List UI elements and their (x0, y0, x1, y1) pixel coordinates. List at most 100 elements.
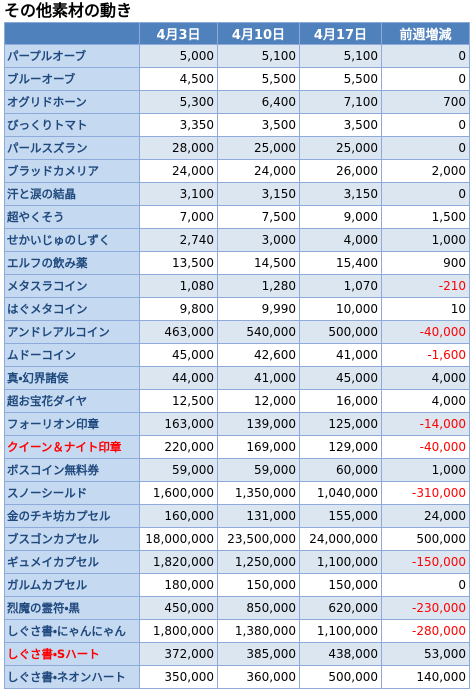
value-cell: 500,000 (381, 527, 470, 551)
value-cell: 1,280 (217, 274, 300, 298)
title: その他素材の動き (4, 1, 133, 20)
value-cell: 0 (381, 113, 470, 137)
value-cell: -40,000 (381, 320, 470, 344)
value-cell: 2,000 (381, 159, 470, 183)
value-cell: 129,000 (299, 435, 382, 459)
value-cell: 25,000 (299, 136, 382, 160)
item-name: はぐメタコイン (4, 297, 140, 321)
table-row: しぐさ書・にゃんにゃん 1,800,000 1,380,000 1,100,000 -2… (4, 619, 470, 643)
item-name: ボスコイン無料券 (4, 458, 140, 482)
item-name: ブスゴンカプセル (4, 527, 140, 551)
value-cell: 0 (381, 67, 470, 91)
item-name: 真・幻界諸侯 (4, 366, 140, 390)
item-name: ギュメイカプセル (4, 550, 140, 574)
value-cell: 1,040,000 (299, 481, 382, 505)
value-cell: 9,990 (217, 297, 300, 321)
item-name: クイーン＆ナイト印章 (4, 435, 140, 459)
value-cell: 7,000 (139, 205, 218, 229)
item-name: ガルムカプセル (4, 573, 140, 597)
value-cell: 28,000 (139, 136, 218, 160)
value-cell: 10 (381, 297, 470, 321)
item-name: 烈魔の霊符・黒 (4, 596, 140, 620)
value-cell: -210 (381, 274, 470, 298)
item-name: スノーシールド (4, 481, 140, 505)
table-row: スノーシールド 1,600,000 1,350,000 1,040,000 -310,0… (4, 481, 470, 505)
table-row: 金のチキ坊カプセル 160,000 131,000 155,000 24,000 (4, 504, 470, 528)
value-cell: 53,000 (381, 642, 470, 666)
value-cell: 0 (381, 44, 470, 68)
item-name: 金のチキ坊カプセル (4, 504, 140, 528)
value-cell: 3,350 (139, 113, 218, 137)
value-cell: 1,380,000 (217, 619, 300, 643)
value-cell: 1,800,000 (139, 619, 218, 643)
value-cell: 7,500 (217, 205, 300, 229)
value-cell: 350,000 (139, 665, 218, 689)
table-row: ボスコイン無料券 59,000 59,000 60,000 1,000 (4, 458, 470, 482)
value-cell: 4,500 (139, 67, 218, 91)
item-name: パールスズラン (4, 136, 140, 160)
value-cell: -310,000 (381, 481, 470, 505)
column-header: 4月3日 (139, 22, 218, 45)
table-row: はぐメタコイン 9,800 9,990 10,000 10 (4, 297, 470, 321)
value-cell: 2,740 (139, 228, 218, 252)
value-cell: 9,800 (139, 297, 218, 321)
value-cell: 169,000 (217, 435, 300, 459)
value-cell: 4,000 (299, 228, 382, 252)
value-cell: 24,000,000 (299, 527, 382, 551)
item-name: 超やくそう (4, 205, 140, 229)
value-cell: 41,000 (299, 343, 382, 367)
table-row: エルフの飲み薬 13,500 14,500 15,400 900 (4, 251, 470, 275)
item-name: びっくりトマト (4, 113, 140, 137)
value-cell: 700 (381, 90, 470, 114)
table-row: ギュメイカプセル 1,820,000 1,250,000 1,100,000 -150,… (4, 550, 470, 574)
value-cell: -280,000 (381, 619, 470, 643)
value-cell: 1,100,000 (299, 550, 382, 574)
table-row: しぐさ書・Sハート 372,000 385,000 438,000 53,000 (4, 642, 470, 666)
value-cell: 140,000 (381, 665, 470, 689)
value-cell: 360,000 (217, 665, 300, 689)
item-name: しぐさ書・にゃんにゃん (4, 619, 140, 643)
table-row: 烈魔の霊符・黒 450,000 850,000 620,000 -230,000 (4, 596, 470, 620)
item-name: ブルーオーブ (4, 67, 140, 91)
value-cell: 1,100,000 (299, 619, 382, 643)
value-cell: -150,000 (381, 550, 470, 574)
value-cell: 14,500 (217, 251, 300, 275)
value-cell: 180,000 (139, 573, 218, 597)
value-cell: 1,250,000 (217, 550, 300, 574)
table-body: パープルオーブ 5,000 5,100 5,100 0 ブルーオーブ 4,500 5,500 5… (4, 44, 470, 689)
value-cell: 18,000,000 (139, 527, 218, 551)
value-cell: 45,000 (139, 343, 218, 367)
item-name: オグリドホーン (4, 90, 140, 114)
value-cell: 41,000 (217, 366, 300, 390)
value-cell: 24,000 (381, 504, 470, 528)
column-header: 4月10日 (217, 22, 300, 45)
table-row: 超お宝花ダイヤ 12,500 12,000 16,000 4,000 (4, 389, 470, 413)
value-cell: 10,000 (299, 297, 382, 321)
value-cell: 3,500 (217, 113, 300, 137)
value-cell: 438,000 (299, 642, 382, 666)
header-row: 4月3日 4月10日 4月17日 前週増減 (4, 22, 470, 45)
value-cell: 24,000 (139, 159, 218, 183)
value-cell: 620,000 (299, 596, 382, 620)
value-cell: 59,000 (217, 458, 300, 482)
value-cell: 5,300 (139, 90, 218, 114)
value-cell: 1,600,000 (139, 481, 218, 505)
column-header: 前週増減 (381, 22, 470, 45)
value-cell: 0 (381, 182, 470, 206)
item-name: ブラッドカメリア (4, 159, 140, 183)
value-cell: 1,000 (381, 228, 470, 252)
value-cell: 163,000 (139, 412, 218, 436)
table-row: パープルオーブ 5,000 5,100 5,100 0 (4, 44, 470, 68)
value-cell: 220,000 (139, 435, 218, 459)
value-cell: 25,000 (217, 136, 300, 160)
value-cell: 59,000 (139, 458, 218, 482)
table-head: 4月3日 4月10日 4月17日 前週増減 (4, 22, 470, 45)
value-cell: 3,150 (299, 182, 382, 206)
value-cell: 5,100 (299, 44, 382, 68)
table-row: 超やくそう 7,000 7,500 9,000 1,500 (4, 205, 470, 229)
value-cell: 13,500 (139, 251, 218, 275)
value-cell: 3,500 (299, 113, 382, 137)
value-cell: 12,500 (139, 389, 218, 413)
value-cell: 385,000 (217, 642, 300, 666)
